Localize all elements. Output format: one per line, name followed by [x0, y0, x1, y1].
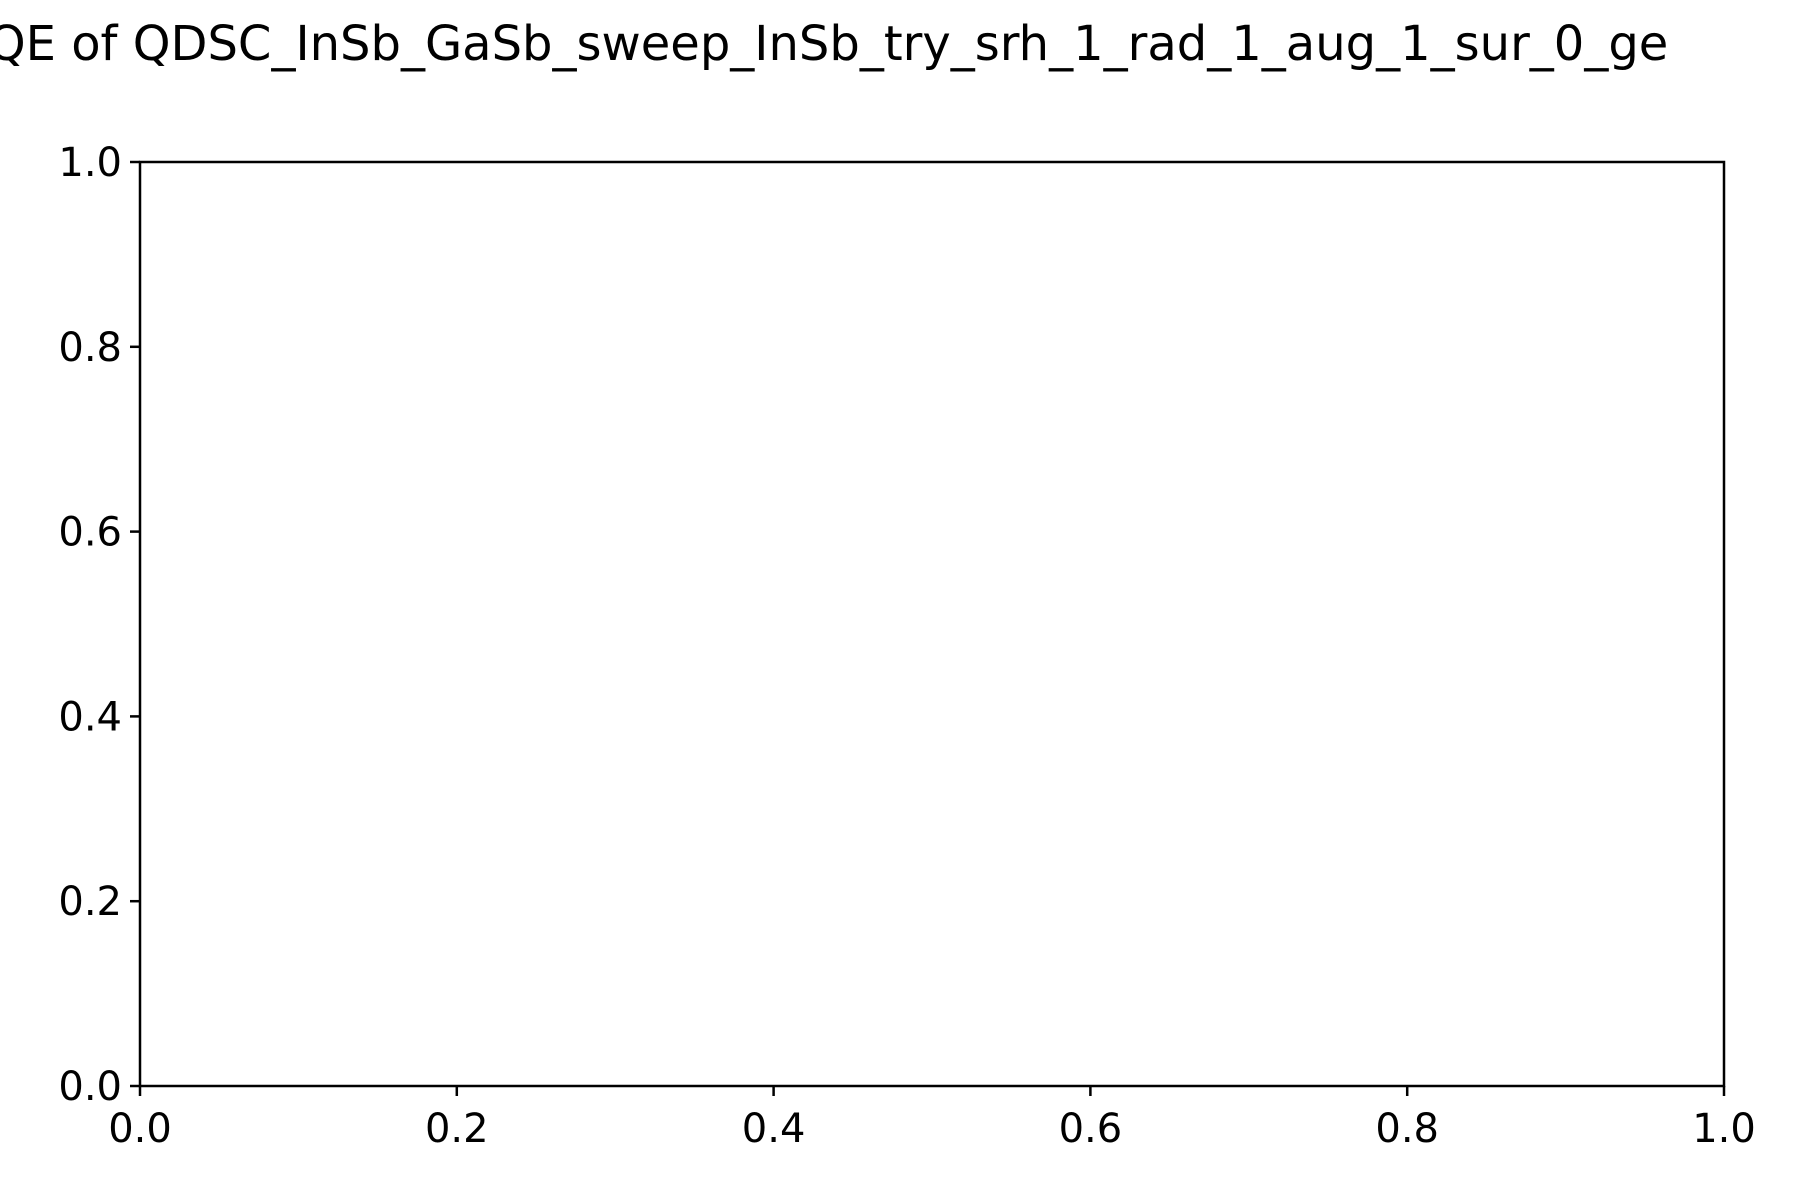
y-tick-label: 0.4	[58, 694, 122, 740]
x-axis: 0.0 0.2 0.4 0.6 0.8 1.0	[108, 1086, 1756, 1152]
x-tick-label: 0.2	[425, 1106, 489, 1152]
x-tick-label: 0.6	[1059, 1106, 1123, 1152]
y-tick-label: 1.0	[58, 140, 122, 186]
x-tick-label: 1.0	[1692, 1106, 1756, 1152]
x-tick-label: 0.4	[742, 1106, 806, 1152]
y-axis: 0.0 0.2 0.4 0.6 0.8 1.0	[58, 140, 140, 1110]
y-tick-label: 0.8	[58, 325, 122, 371]
chart-title: Sim EQE of QDSC_InSb_GaSb_sweep_InSb_try…	[0, 16, 1668, 72]
x-tick-label: 0.8	[1375, 1106, 1439, 1152]
y-tick-label: 0.2	[58, 879, 122, 925]
y-tick-label: 0.0	[58, 1064, 122, 1110]
y-tick-label: 0.6	[58, 510, 122, 556]
plot-area-frame	[138, 160, 1726, 1088]
x-tick-label: 0.0	[108, 1106, 172, 1152]
